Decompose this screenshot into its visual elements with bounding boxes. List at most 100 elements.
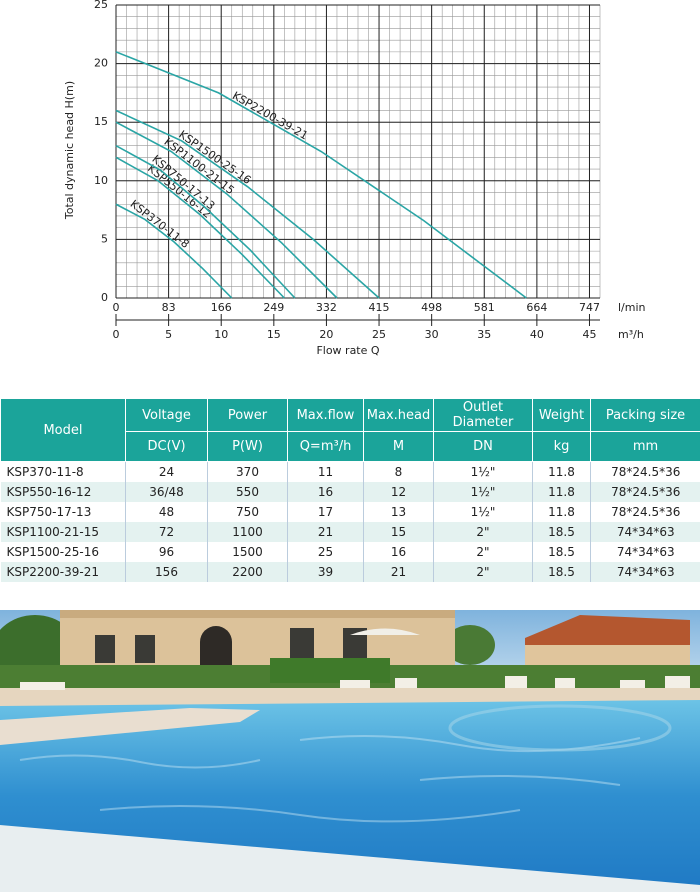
table-cell: 16 <box>363 542 434 562</box>
x2-tick-label: 498 <box>421 301 442 314</box>
table-cell: 156 <box>125 562 208 582</box>
table-cell: 74*34*63 <box>590 542 700 562</box>
y-axis-label: Total dynamic head H(m) <box>63 81 76 220</box>
table-cell: 1½" <box>433 502 533 522</box>
x2-tick-label: 249 <box>263 301 284 314</box>
table-cell: 78*24.5*36 <box>590 461 700 482</box>
x-tick-label: 10 <box>214 328 228 341</box>
x-tick-label: 0 <box>113 328 120 341</box>
table-cell: 78*24.5*36 <box>590 482 700 502</box>
table-cell: 48 <box>125 502 208 522</box>
y-tick-label: 0 <box>101 291 108 304</box>
header-cell: Packing size <box>590 398 700 432</box>
table-cell: 18.5 <box>532 542 591 562</box>
table-cell: 21 <box>287 522 364 542</box>
y-tick-label: 15 <box>94 115 108 128</box>
x-tick-label: 40 <box>530 328 544 341</box>
table-cell: 1500 <box>207 542 288 562</box>
pool-photo <box>0 610 700 892</box>
table-cell: 550 <box>207 482 288 502</box>
table-cell: 17 <box>287 502 364 522</box>
header-cell: P(W) <box>207 431 288 462</box>
y-tick-label: 20 <box>94 57 108 70</box>
table-cell: 16 <box>287 482 364 502</box>
pump-curve <box>115 121 338 299</box>
table-cell: 11.8 <box>532 461 591 482</box>
header-cell: Model <box>0 398 126 462</box>
x2-tick-label: 332 <box>316 301 337 314</box>
header-cell: Voltage <box>125 398 208 432</box>
pump-curve <box>115 51 527 299</box>
header-cell: DC(V) <box>125 431 208 462</box>
table-cell: 8 <box>363 461 434 482</box>
table-cell: 2" <box>433 542 533 562</box>
table-row: KSP370-11-8 24 370 11 8 1½" 11.8 78*24.5*36 <box>1 461 700 482</box>
x-unit: m³/h <box>618 328 644 341</box>
table-cell: 750 <box>207 502 288 522</box>
x-axis-label: Flow rate Q <box>316 344 379 357</box>
table-cell: 15 <box>363 522 434 542</box>
x2-tick-label: 664 <box>526 301 547 314</box>
table-cell: 18.5 <box>532 562 591 582</box>
x2-tick-label: 581 <box>474 301 495 314</box>
pump-curve-chart: Total dynamic head H(m) Flow rate Q l/mi… <box>63 0 646 357</box>
header-cell: DN <box>433 431 533 462</box>
x2-unit: l/min <box>618 301 646 314</box>
table-cell: 2200 <box>207 562 288 582</box>
header-cell: Max.flow <box>287 398 364 432</box>
x2-tick-label: 166 <box>211 301 232 314</box>
table-cell: KSP1500-25-16 <box>6 545 99 559</box>
table-cell: 12 <box>363 482 434 502</box>
header-cell: kg <box>532 431 591 462</box>
table-cell: 74*34*63 <box>590 522 700 542</box>
table-cell: 24 <box>125 461 208 482</box>
table-cell: 1100 <box>207 522 288 542</box>
table-row: KSP1500-25-16 96 1500 25 16 2" 18.5 74*34*63 <box>1 542 700 562</box>
x-tick-label: 20 <box>319 328 333 341</box>
table-cell: KSP1100-21-15 <box>0 522 126 542</box>
table-cell: 370 <box>207 461 288 482</box>
y-tick-label: 25 <box>94 0 108 11</box>
table-cell: 11 <box>287 461 364 482</box>
table-cell: 78*24.5*36 <box>590 502 700 522</box>
x2-tick-label: 83 <box>162 301 176 314</box>
table-cell: 72 <box>125 522 208 542</box>
x-tick-label: 30 <box>425 328 439 341</box>
table-cell: 11.8 <box>532 482 591 502</box>
table-row: KSP1100-21-15 72 1100 21 15 2" 18.5 74*34*63 <box>0 522 700 542</box>
x-tick-label: 15 <box>267 328 281 341</box>
header-cell: Power <box>207 398 288 432</box>
spec-table: Model Voltage Power Max.flow Max.head Outlet … <box>0 398 700 582</box>
table-cell: KSP2200-39-21 <box>0 562 126 582</box>
x2-tick-label: 0 <box>113 301 120 314</box>
header-cell: Outlet Diameter <box>433 398 533 432</box>
header-cell: Weight <box>532 398 591 432</box>
x-tick-label: 25 <box>372 328 386 341</box>
table-cell: 1½" <box>433 482 533 502</box>
pump-curve <box>115 156 285 299</box>
y-tick-label: 10 <box>94 174 108 187</box>
header-cell: Max.head <box>363 398 434 432</box>
y-tick-label: 5 <box>101 232 108 245</box>
table-cell: 2" <box>433 522 533 542</box>
header-cell: mm <box>590 431 700 462</box>
table-cell: 2" <box>433 562 533 582</box>
pump-curve <box>115 203 233 299</box>
table-cell: 36/48 <box>125 482 208 502</box>
table-cell: KSP750-17-13 <box>6 505 92 519</box>
table-cell: 39 <box>287 562 364 582</box>
table-cell: 11.8 <box>532 502 591 522</box>
header-cell: M <box>363 431 434 462</box>
table-cell: 25 <box>287 542 364 562</box>
pump-curve <box>115 109 380 299</box>
table-row: KSP550-16-12 36/48 550 16 12 1½" 11.8 78*24.5*3… <box>0 482 700 502</box>
x2-tick-label: 747 <box>579 301 600 314</box>
table-cell: KSP550-16-12 <box>0 482 126 502</box>
table-cell: 1½" <box>433 461 533 482</box>
table-cell: 96 <box>125 542 208 562</box>
x-tick-label: 35 <box>477 328 491 341</box>
x-tick-label: 5 <box>165 328 172 341</box>
table-cell: 74*34*63 <box>590 562 700 582</box>
table-cell: 21 <box>363 562 434 582</box>
